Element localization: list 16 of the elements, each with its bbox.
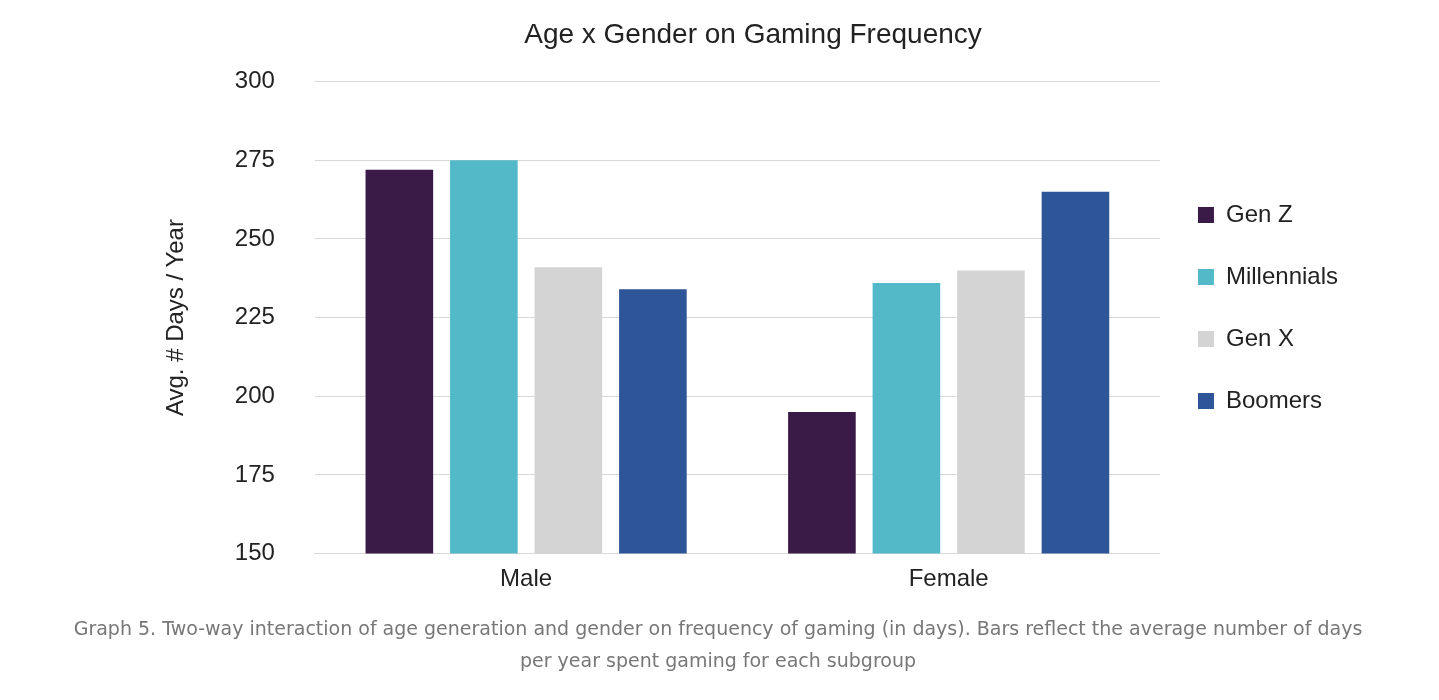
legend-label: Boomers: [1225, 385, 1322, 413]
y-axis-title: Avg. # Days / Year: [161, 219, 189, 417]
caption: Graph 5. Two-way interaction of age generation and gender on frequency of gaming (in days). Bars reflect the average number of days per year spent gaming for each subgroup: [72, 616, 1364, 673]
legend-label: Gen X: [1225, 323, 1294, 351]
legend-label: Millennials: [1225, 261, 1338, 289]
y-tick-label: 175: [234, 459, 275, 487]
y-tick-label: 300: [234, 66, 275, 94]
y-tick-label: 275: [234, 144, 275, 172]
x-tick-label: Female: [908, 563, 989, 591]
y-tick-label: 250: [234, 223, 275, 251]
y-tick-label: 200: [234, 380, 275, 408]
chart-title: Age x Gender on Gaming Frequency: [524, 17, 982, 49]
legend-label: Gen Z: [1225, 199, 1293, 227]
y-tick-label: 225: [234, 302, 275, 330]
x-tick-label: Male: [500, 563, 553, 591]
y-tick-label: 150: [234, 538, 275, 566]
